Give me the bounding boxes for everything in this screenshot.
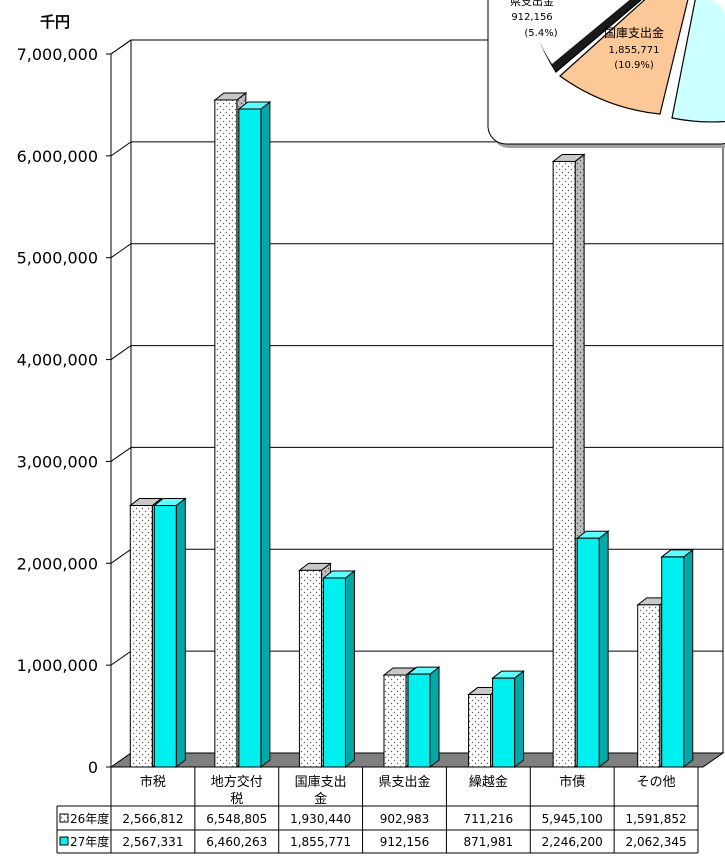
category-label: 繰越金	[469, 774, 508, 790]
bar-side	[344, 569, 355, 769]
bars	[128, 91, 695, 769]
table-cell-value: 1,591,852	[626, 812, 687, 826]
category-label: その他	[637, 775, 676, 790]
category-label: 税	[230, 792, 243, 807]
gridline-depth	[110, 650, 132, 666]
table-cell-value: 902,983	[380, 812, 430, 826]
table-cell-value: 2,567,331	[122, 835, 183, 849]
gridline-depth	[110, 141, 132, 157]
pie-label-kokko-name: 国庫支出金	[604, 25, 664, 40]
table-cell-value: 6,460,263	[206, 835, 267, 849]
y-tick-label: 5,000,000	[17, 249, 98, 268]
bar-side	[683, 548, 694, 769]
table-cell-value: 871,981	[464, 835, 514, 849]
table-cell-value: 912,156	[380, 835, 430, 849]
gridline-depth	[110, 447, 132, 462]
bar-fy27	[576, 537, 600, 768]
grid	[106, 39, 724, 768]
bar-fy27	[661, 556, 685, 768]
category-label: 国庫支出	[295, 775, 347, 790]
bar-fy26	[383, 674, 407, 768]
table-cell-value: 2,062,345	[626, 835, 687, 849]
pie-slice-ken	[523, 0, 690, 64]
pie-slice-other	[671, 0, 725, 123]
bar-fy26	[552, 160, 576, 768]
category-label: 金	[314, 791, 327, 807]
bar-fy26	[468, 694, 492, 768]
bar-fy26	[637, 604, 661, 768]
table-cell-value: 711,216	[464, 812, 514, 826]
legend-series-name: 26年度	[70, 811, 109, 826]
y-tick-label: 7,000,000	[17, 45, 98, 64]
bar-fy26	[214, 99, 238, 768]
category-label: 市税	[140, 774, 166, 790]
pie-label-ken-name: 県支出金	[510, 0, 554, 8]
pie-label-kokko-value: 1,855,771	[609, 45, 660, 56]
pie-label-kokko-pct: (10.9%)	[614, 60, 654, 71]
bar-side	[598, 530, 609, 769]
y-tick-label: 6,000,000	[17, 147, 98, 166]
y-axis-ticks: 0 1,000,000 2,000,000 3,000,000 4,000,000 5,0…	[17, 45, 98, 777]
pie-label-ken-pct: (5.4%)	[524, 28, 557, 39]
pie-slices	[523, 0, 725, 123]
bar-side	[514, 670, 525, 769]
y-tick-label: 0	[88, 758, 98, 777]
legend-series-name: 27年度	[70, 834, 109, 849]
bar-side	[175, 497, 186, 769]
gridline-depth	[110, 39, 132, 55]
gridline-depth	[110, 243, 132, 259]
bar-side	[429, 666, 440, 769]
pie-inset: 県支出金 912,156 (5.4%) 国庫支出金 1,855,771 (10.9%)	[487, 0, 725, 148]
y-tick-label: 1,000,000	[17, 656, 98, 675]
y-unit-label: 千円	[40, 13, 70, 31]
legend-key-fy27	[59, 836, 69, 846]
table-cell-value: 1,855,771	[290, 835, 351, 849]
pie-slice-kokko	[559, 0, 702, 115]
bar-fy27	[322, 577, 346, 768]
category-label: 県支出金	[378, 774, 430, 790]
table-cell-value: 1,930,440	[290, 812, 351, 826]
y-tick-label: 3,000,000	[17, 452, 98, 471]
y-tick-label: 4,000,000	[17, 351, 98, 370]
pie-label-ken-value: 912,156	[511, 12, 552, 23]
y-tick-label: 2,000,000	[17, 554, 98, 573]
table-cell-value: 2,246,200	[542, 835, 603, 849]
category-label: 地方交付	[211, 774, 263, 790]
bar-fy26	[298, 569, 322, 768]
gridline-depth	[110, 345, 132, 360]
bar-fy27	[492, 677, 516, 768]
table-cell-value: 2,566,812	[122, 812, 183, 826]
bar-fy27	[238, 108, 262, 768]
bar-fy26	[129, 505, 153, 768]
table-cell-value: 6,548,805	[206, 812, 267, 826]
legend-key-fy26	[59, 813, 69, 823]
table-cell-value: 5,945,100	[542, 812, 603, 826]
bar-fy27	[153, 504, 177, 768]
bar-side	[260, 100, 271, 769]
category-label: 市債	[559, 774, 585, 790]
gridline-depth	[110, 548, 132, 564]
bar-fy27	[407, 673, 431, 768]
